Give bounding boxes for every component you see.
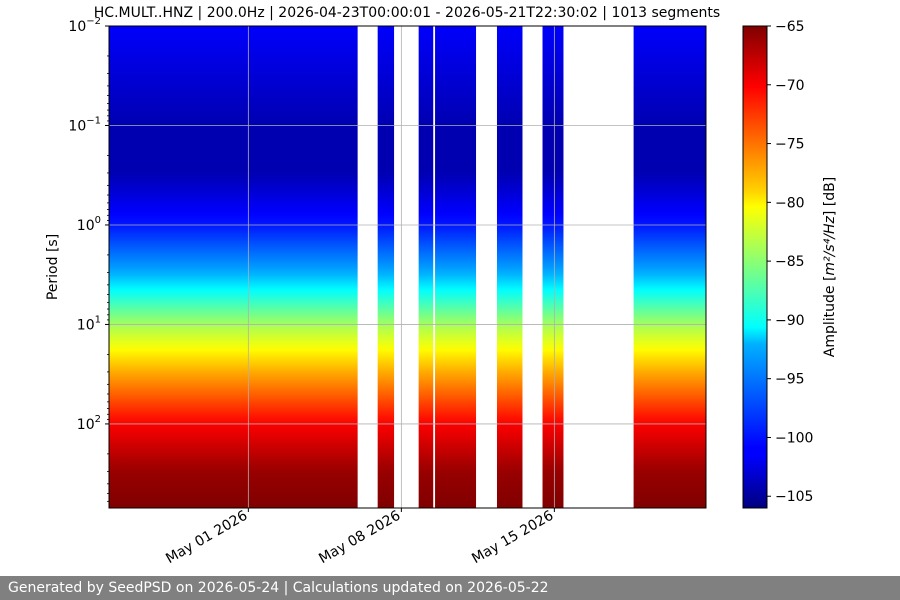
y-tick-label: 10−2 bbox=[68, 16, 101, 35]
y-tick-label: 100 bbox=[77, 215, 101, 234]
x-tick-label: May 08 2026 bbox=[316, 508, 403, 568]
y-axis: 10−2 10−1 100 101 102 bbox=[68, 16, 109, 502]
x-tick-label: May 15 2026 bbox=[469, 508, 556, 568]
colorbar-label: Amplitude [m²/s⁴/Hz] [dB] bbox=[822, 177, 838, 357]
colorbar-label-suffix: ] [dB] bbox=[822, 177, 838, 216]
colorbar-tick-label: −100 bbox=[775, 430, 813, 446]
colorbar-tick-label: −70 bbox=[775, 78, 805, 94]
x-axis: May 01 2026 May 08 2026 May 15 2026 bbox=[163, 508, 556, 568]
colorbar-tick-label: −75 bbox=[775, 137, 805, 153]
colorbar-tick-label: −85 bbox=[775, 254, 805, 270]
colorbar-tick-label: −65 bbox=[775, 19, 805, 35]
chart-title: HC.MULT..HNZ | 200.0Hz | 2026-04-23T00:0… bbox=[94, 5, 720, 21]
y-tick-label: 101 bbox=[77, 314, 101, 333]
data-gap bbox=[357, 26, 378, 508]
spectrogram-plot bbox=[109, 26, 706, 508]
y-tick-label: 10−1 bbox=[68, 115, 101, 134]
colorbar-label-prefix: Amplitude [ bbox=[822, 276, 838, 358]
chart-figure: HC.MULT..HNZ | 200.0Hz | 2026-04-23T00:0… bbox=[45, 5, 838, 568]
y-tick-label: 102 bbox=[77, 414, 101, 433]
x-tick-label: May 01 2026 bbox=[163, 508, 250, 568]
colorbar-tick-label: −105 bbox=[775, 489, 813, 505]
data-gap bbox=[563, 26, 634, 508]
plot-frame bbox=[108, 25, 707, 509]
colorbar-axis: −65 −70 −75 −80 −85 −90 −95 −100 −105 bbox=[767, 19, 813, 505]
colorbar-tick-label: −95 bbox=[775, 372, 805, 388]
data-gap bbox=[433, 26, 436, 508]
data-gap bbox=[522, 26, 543, 508]
footer-text: Generated by SeedPSD on 2026-05-24 | Cal… bbox=[8, 580, 549, 596]
data-gap bbox=[476, 26, 497, 508]
colorbar bbox=[742, 25, 768, 509]
y-axis-label: Period [s] bbox=[45, 234, 61, 300]
data-gap bbox=[394, 26, 419, 508]
colorbar-tick-label: −90 bbox=[775, 313, 805, 329]
colorbar-tick-label: −80 bbox=[775, 195, 805, 211]
footer-bar: Generated by SeedPSD on 2026-05-24 | Cal… bbox=[0, 576, 900, 600]
colorbar-label-units: m²/s⁴/Hz bbox=[822, 215, 838, 275]
